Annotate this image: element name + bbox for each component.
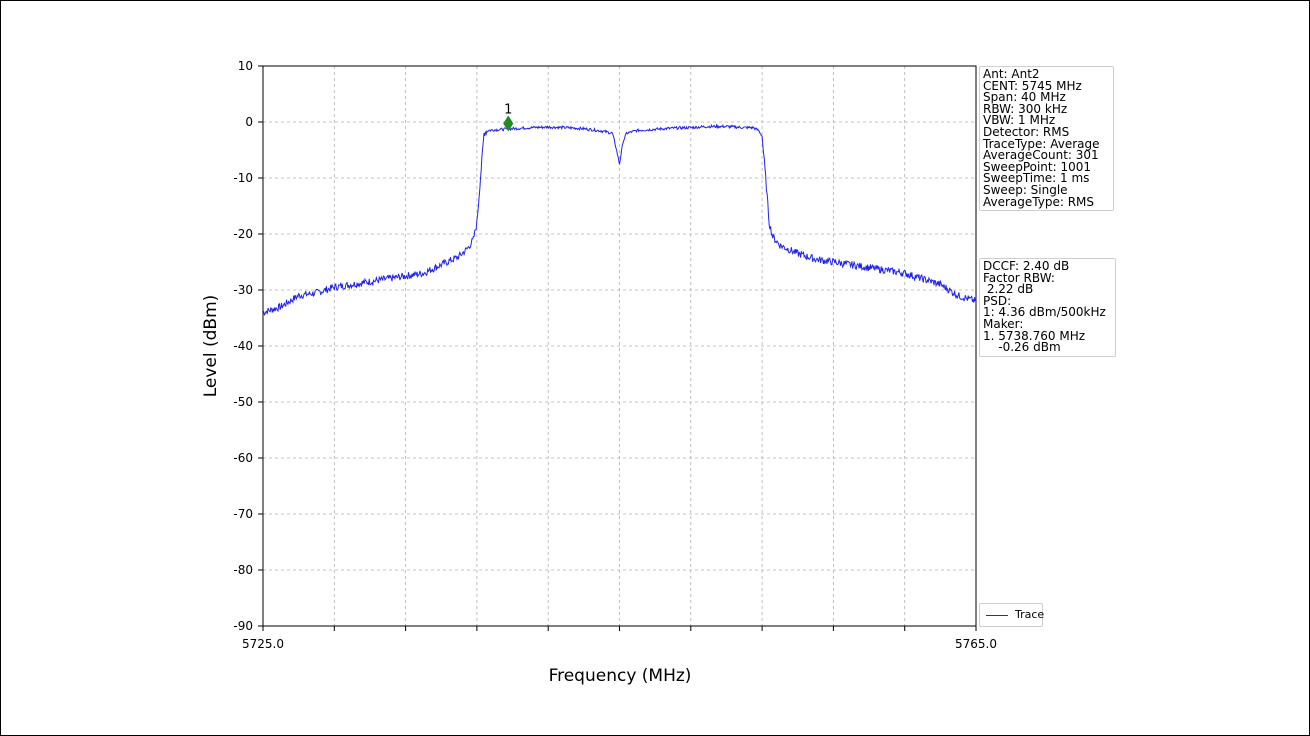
info-line: Span: 40 MHz: [983, 90, 1066, 105]
y-tick-label: -40: [233, 339, 253, 353]
legend-swatch-trace: [986, 615, 1008, 616]
info-line: RBW: 300 kHz: [983, 101, 1068, 116]
info-line: PSD:: [983, 293, 1012, 308]
y-axis-label: Level (dBm): [201, 295, 221, 398]
psd-result-box: DCCF: 2.40 dB Factor RBW: 2.22 dB PSD: 1: 4…: [979, 258, 1116, 357]
y-tick-label: 0: [245, 115, 253, 129]
y-tick-label: -60: [233, 451, 253, 465]
x-axis: 5725.0 5765.0: [242, 626, 997, 651]
info-line: Sweep: Single: [983, 182, 1068, 197]
info-line: Ant: Ant2: [983, 67, 1040, 81]
y-axis: 10 0 -10 -20 -30 -40 -50 -60 -70 -80 -90: [233, 59, 263, 633]
info-line: Factor RBW:: [983, 270, 1055, 285]
info-line: Maker:: [983, 316, 1024, 331]
marker-label: 1: [504, 102, 512, 117]
info-line: Detector: RMS: [983, 124, 1070, 139]
y-tick-label: -30: [233, 283, 253, 297]
y-tick-label: -10: [233, 171, 253, 185]
marker-1: 1: [503, 102, 514, 132]
grid-lines: [263, 66, 976, 626]
marker-diamond: [503, 115, 514, 132]
info-line: 1: 4.36 dBm/500kHz: [983, 305, 1106, 320]
x-axis-label: Frequency (MHz): [549, 666, 692, 686]
info-line: 2.22 dB: [983, 282, 1034, 297]
legend: Trace: [979, 603, 1045, 627]
measurement-settings-box: Ant: Ant2 CENT: 5745 MHz Span: 40 MHz RBW: …: [979, 66, 1114, 212]
info-line: AverageCount: 301: [983, 148, 1099, 163]
y-tick-label: -20: [233, 227, 253, 241]
info-line: CENT: 5745 MHz: [983, 78, 1082, 93]
y-tick-label: -80: [233, 563, 253, 577]
x-tick-label: 5725.0: [242, 637, 284, 651]
trace-line: [262, 123, 977, 317]
info-line: SweepTime: 1 ms: [983, 171, 1090, 186]
legend-label-trace: Trace: [1015, 608, 1045, 621]
y-tick-label: -70: [233, 507, 253, 521]
y-tick-label: -90: [233, 619, 253, 633]
info-line: -0.26 dBm: [983, 340, 1061, 355]
x-tick-label: 5765.0: [955, 637, 997, 651]
info-line: DCCF: 2.40 dB: [983, 259, 1070, 273]
y-tick-label: -50: [233, 395, 253, 409]
info-line: SweepPoint: 1001: [983, 159, 1092, 174]
info-line: VBW: 1 MHz: [983, 113, 1056, 128]
info-line: TraceType: Average: [983, 136, 1100, 151]
info-line: AverageType: RMS: [983, 194, 1095, 209]
y-tick-label: 10: [238, 59, 253, 73]
info-line: 1. 5738.760 MHz: [983, 328, 1086, 343]
